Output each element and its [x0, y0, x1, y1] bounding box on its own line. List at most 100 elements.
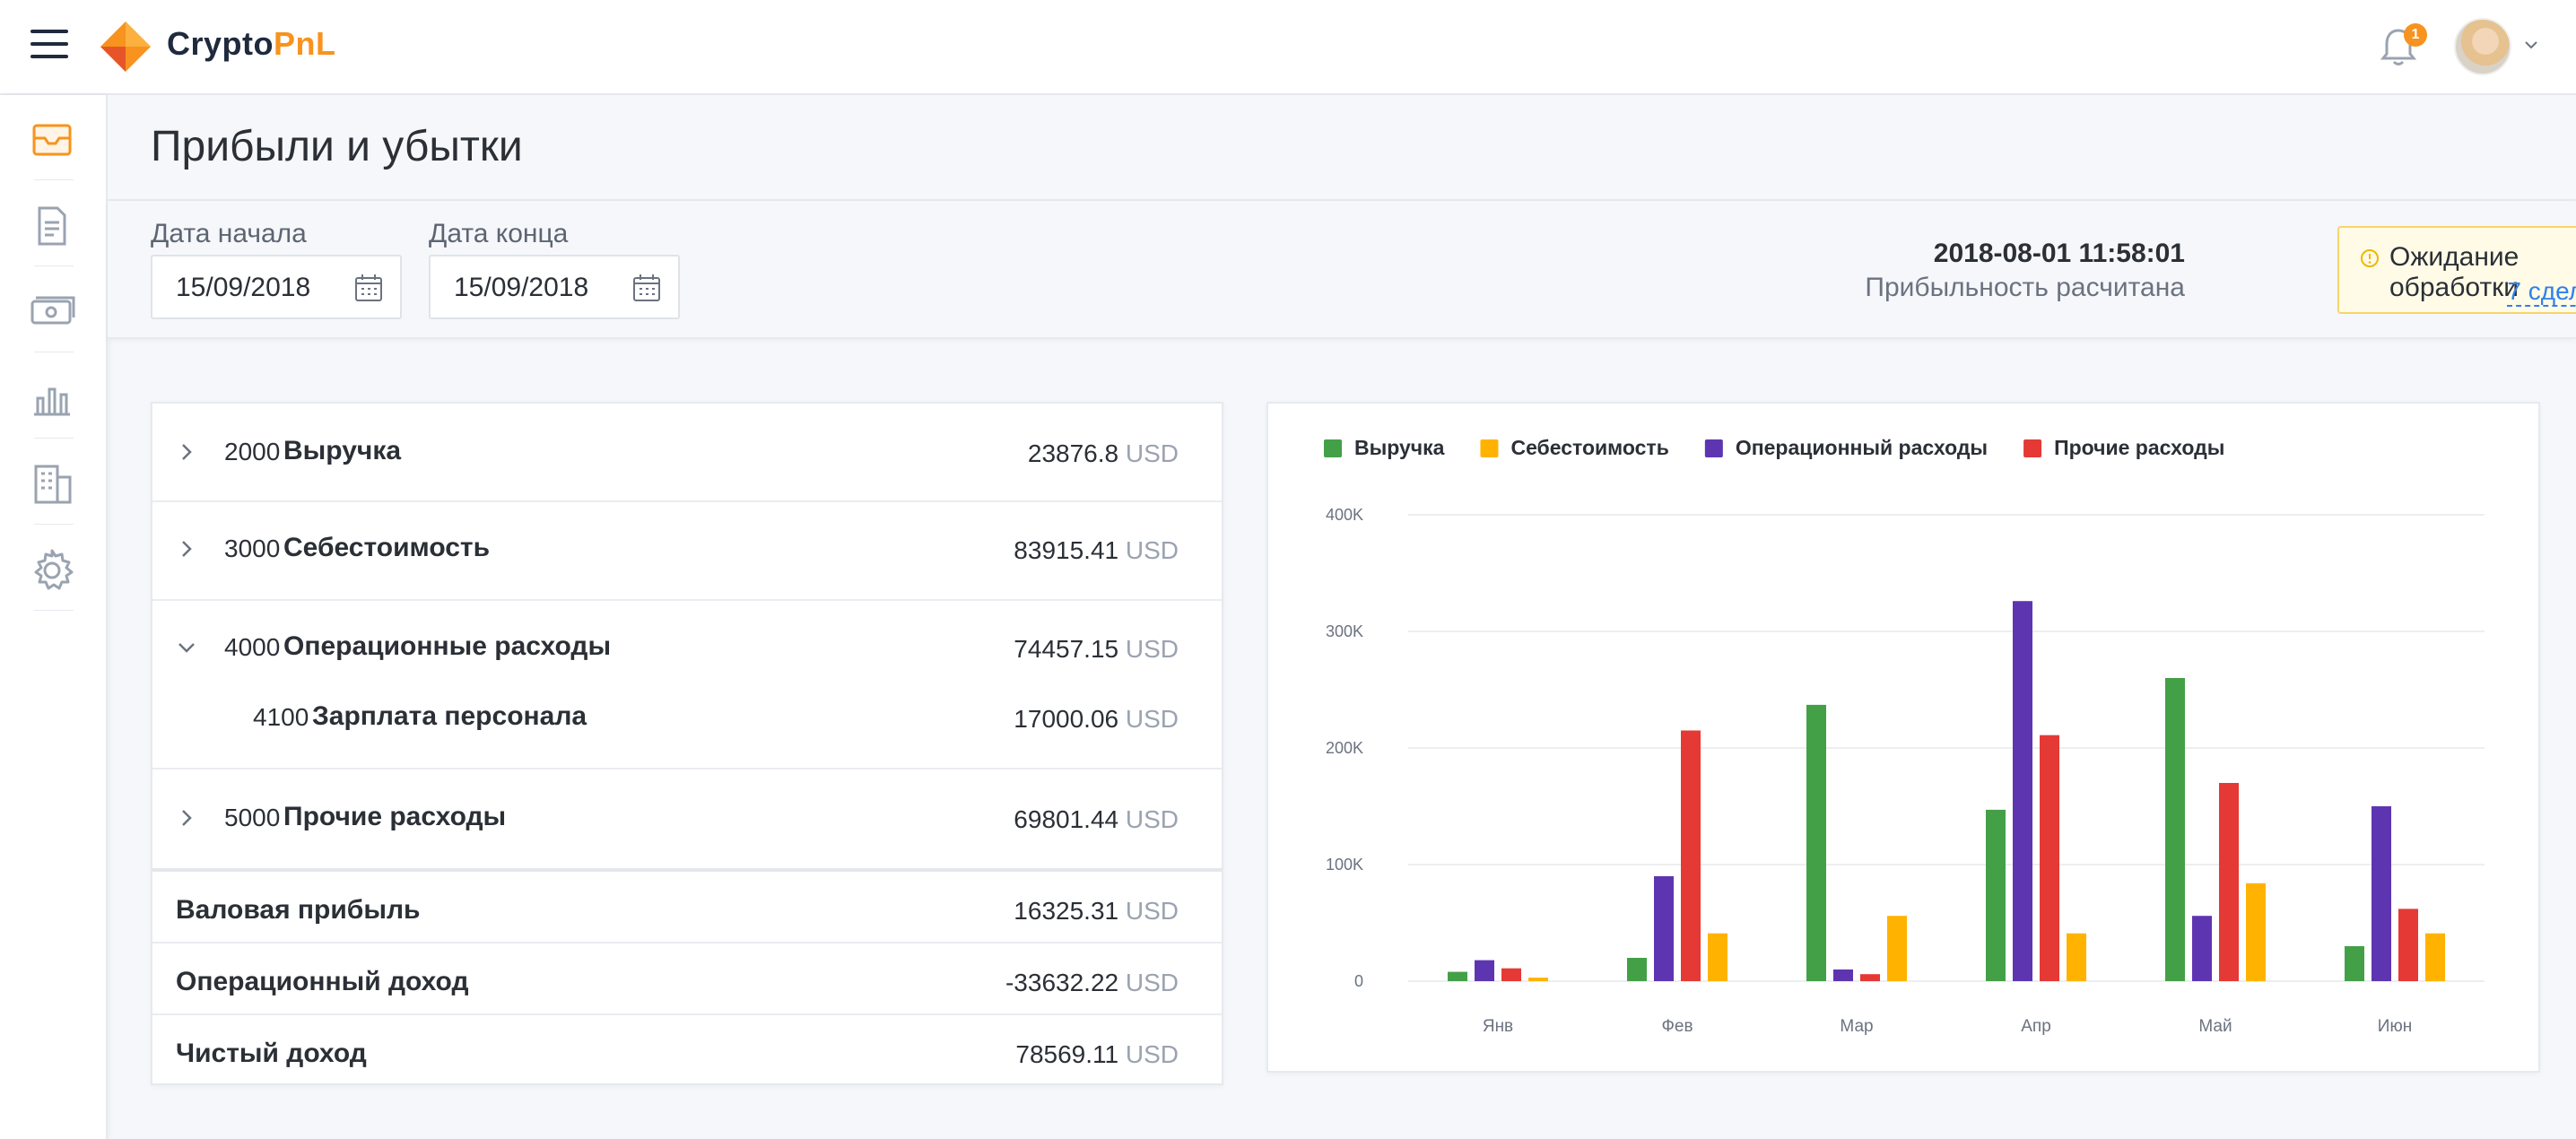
end-date-value: 15/09/2018	[454, 273, 589, 302]
total-amount: 16325.31 USD	[1014, 897, 1179, 925]
top-bar: CryptoPnL 1	[0, 0, 2576, 95]
bar	[1501, 968, 1521, 981]
account-code: 5000	[224, 804, 281, 831]
legend-swatch	[2023, 439, 2042, 457]
chevron-down-icon[interactable]	[2522, 36, 2540, 54]
bar	[1806, 704, 1826, 981]
bar	[2246, 883, 2266, 981]
bar	[2013, 601, 2032, 981]
end-date-field[interactable]: 15/09/2018	[429, 255, 680, 319]
logo-text[interactable]: CryptoPnL	[167, 25, 336, 62]
start-date-field[interactable]: 15/09/2018	[151, 255, 402, 319]
sidebar-item-settings-gear-icon[interactable]	[27, 545, 77, 596]
sidebar-item-building-icon[interactable]	[27, 459, 77, 509]
bar	[1833, 969, 1853, 981]
account-amount: 17000.06 USD	[1014, 705, 1179, 733]
pnl-row-revenue[interactable]: 2000 Выручка 23876.8 USD	[152, 404, 1222, 500]
pnl-row-operating-expenses[interactable]: 4000 Операционные расходы 74457.15 USD	[152, 601, 1222, 698]
x-tick-label: Июн	[2378, 1017, 2412, 1036]
pending-title: Ожидание обработки	[2389, 242, 2519, 302]
avatar[interactable]	[2454, 18, 2511, 75]
total-row-net-income: Чистый доход 78569.11 USD	[152, 1015, 1222, 1085]
bar	[1654, 876, 1674, 981]
total-name: Чистый доход	[176, 1039, 367, 1068]
bar	[2371, 806, 2391, 981]
x-tick-label: Янв	[1483, 1017, 1513, 1036]
calculation-timestamp: 2018-08-01 11:58:01	[1933, 239, 2185, 268]
pending-processing-box: Ожидание обработки 7 сделок	[2337, 226, 2576, 314]
sidebar-item-inbox-icon[interactable]	[27, 115, 77, 165]
start-date-label: Дата начала	[151, 219, 307, 248]
account-amount: 69801.44 USD	[1014, 805, 1179, 833]
bar	[2345, 946, 2364, 981]
account-code: 4100	[253, 703, 309, 731]
account-name: Прочие расходы	[283, 802, 507, 831]
y-tick-label: 0	[1354, 972, 1363, 990]
logo-icon	[99, 20, 152, 74]
bar	[2040, 735, 2059, 981]
y-tick-label: 100K	[1326, 856, 1363, 874]
bar	[1475, 960, 1494, 981]
bar	[2192, 916, 2212, 981]
bar	[1627, 958, 1647, 981]
total-name: Валовая прибыль	[176, 895, 421, 925]
chevron-down-icon[interactable]	[176, 637, 197, 658]
chevron-right-icon[interactable]	[176, 807, 197, 829]
total-name: Операционный доход	[176, 967, 469, 996]
bar	[1681, 730, 1701, 981]
sidebar-item-cash-icon[interactable]	[27, 287, 77, 337]
bar	[1887, 916, 1907, 981]
bar	[1986, 809, 2006, 981]
y-tick-label: 200K	[1326, 739, 1363, 757]
account-code: 4000	[224, 633, 281, 661]
x-tick-label: Мар	[1840, 1017, 1873, 1036]
chevron-right-icon[interactable]	[176, 441, 197, 463]
filters-bar: Дата начала 15/09/2018 Дата конца 15/09/…	[108, 201, 2576, 339]
y-tick-label: 400K	[1326, 506, 1363, 524]
bar	[1448, 971, 1467, 981]
total-amount: 78569.11 USD	[1015, 1040, 1179, 1068]
x-tick-label: Май	[2198, 1017, 2232, 1036]
chevron-right-icon[interactable]	[176, 538, 197, 560]
start-date-value: 15/09/2018	[176, 273, 311, 302]
account-code: 2000	[224, 438, 281, 465]
sidebar-item-document-icon[interactable]	[27, 201, 77, 251]
pnl-row-cost[interactable]: 3000 Себестоимость 83915.41 USD	[152, 502, 1222, 599]
warning-icon	[2359, 248, 2380, 269]
x-tick-label: Апр	[2021, 1017, 2051, 1036]
notification-badge: 1	[2404, 23, 2427, 47]
pending-deals-link[interactable]: 7 сделок	[2507, 278, 2576, 307]
legend-swatch	[1704, 439, 1723, 457]
legend-swatch	[1480, 439, 1499, 457]
account-code: 3000	[224, 535, 281, 562]
legend-label: Себестоимость	[1510, 436, 1668, 459]
end-date-label: Дата конца	[429, 219, 569, 248]
pnl-table-card: 2000 Выручка 23876.8 USD 3000 Себестоимо…	[151, 402, 1223, 1085]
bar	[2165, 678, 2185, 981]
pnl-row-salary[interactable]: 4100 Зарплата персонала 17000.06 USD	[152, 687, 1222, 761]
monthly-bar-chart: 0 100K 200K 300K 400K Выручка Себестоимость Опе…	[1324, 436, 2485, 1036]
bar	[2398, 909, 2418, 981]
account-amount: 74457.15 USD	[1014, 635, 1179, 663]
bar	[1708, 933, 1727, 981]
account-amount: 23876.8 USD	[1027, 439, 1179, 467]
calendar-icon[interactable]	[353, 273, 384, 303]
menu-icon[interactable]	[30, 30, 68, 58]
bar	[1860, 974, 1880, 981]
legend-swatch	[1324, 439, 1342, 457]
sidebar-item-chart-icon[interactable]	[27, 373, 77, 423]
page-header: Прибыли и убытки	[108, 95, 2576, 201]
y-tick-label: 300K	[1326, 622, 1363, 640]
pnl-row-other-expenses[interactable]: 5000 Прочие расходы 69801.44 USD	[152, 769, 1222, 866]
legend-label: Операционный расходы	[1736, 436, 1988, 459]
account-amount: 83915.41 USD	[1014, 536, 1179, 564]
account-name: Себестоимость	[283, 533, 491, 562]
bar	[2067, 933, 2086, 981]
legend-label: Выручка	[1354, 436, 1445, 459]
account-name: Выручка	[283, 436, 402, 465]
account-name: Зарплата персонала	[312, 701, 587, 731]
bar	[2219, 783, 2239, 981]
pnl-chart-card: 0 100K 200K 300K 400K Выручка Себестоимость Опе…	[1266, 402, 2540, 1073]
x-tick-label: Фев	[1661, 1017, 1693, 1036]
calendar-icon[interactable]	[631, 273, 662, 303]
